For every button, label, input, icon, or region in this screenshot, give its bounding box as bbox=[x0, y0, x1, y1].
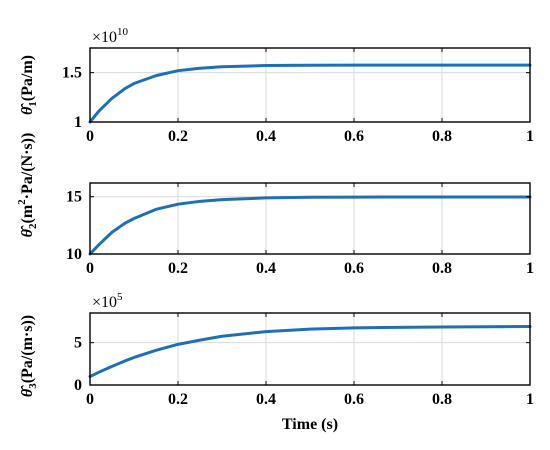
y-tick-label: 1 bbox=[74, 114, 82, 131]
x-tick-label: 0.6 bbox=[344, 128, 364, 145]
series-line-1 bbox=[88, 63, 532, 124]
plot-area-2 bbox=[90, 183, 530, 254]
y-tick-label: 10 bbox=[66, 246, 82, 263]
x-tick-label: 0.4 bbox=[256, 128, 276, 145]
x-tick-label: 0.8 bbox=[432, 391, 452, 408]
y-axis-label-1: θ̂1(Pa/m) bbox=[19, 55, 39, 115]
x-tick-label: 0 bbox=[86, 391, 94, 408]
x-tick-label: 0 bbox=[86, 260, 94, 277]
x-tick-label: 0.4 bbox=[256, 260, 276, 277]
chart-3: 0 0.2 0.4 0.6 0.8 1 0 5 ×105 θ̂3(Pa/(m·s)) Time (s… bbox=[19, 291, 534, 433]
x-tick-label: 0.2 bbox=[168, 260, 188, 277]
x-tick-label: 0.8 bbox=[432, 260, 452, 277]
x-tick-label: 1 bbox=[526, 260, 534, 277]
x-tick-label: 0.6 bbox=[344, 391, 364, 408]
x-tick-label: 0.2 bbox=[168, 391, 188, 408]
y-tick-label: 1.5 bbox=[62, 65, 82, 82]
axes-frame-2 bbox=[89, 182, 531, 255]
series-line-3 bbox=[88, 325, 532, 379]
x-tick-label: 0.4 bbox=[256, 391, 276, 408]
axes-frame-3 bbox=[89, 312, 531, 386]
y-tick-label: 0 bbox=[74, 377, 82, 394]
x-tick-label: 0.6 bbox=[344, 260, 364, 277]
y-multiplier-1: ×1010 bbox=[92, 26, 129, 46]
y-axis-label-3: θ̂3(Pa/(m·s)) bbox=[19, 315, 39, 397]
x-axis-label: Time (s) bbox=[282, 416, 338, 433]
y-tick-label: 5 bbox=[74, 335, 82, 352]
axes-frame-1 bbox=[89, 47, 531, 123]
y-multiplier-3: ×105 bbox=[92, 291, 123, 311]
chart-1: 0 0.2 0.4 0.6 0.8 1 1 1.5 ×1010 θ̂1(Pa/m) bbox=[19, 26, 534, 145]
y-axis-label-2: θ̂2(m2·Pa/(N·s)) bbox=[16, 133, 39, 238]
y-tick-label: 15 bbox=[66, 189, 82, 206]
series-line-2 bbox=[88, 195, 532, 256]
x-tick-label: 0 bbox=[86, 128, 94, 145]
x-tick-label: 0.8 bbox=[432, 128, 452, 145]
x-tick-label: 0.2 bbox=[168, 128, 188, 145]
chart-2: 0 0.2 0.4 0.6 0.8 1 10 15 θ̂2(m2·Pa/(N·s)) bbox=[16, 133, 534, 277]
x-tick-label: 1 bbox=[526, 391, 534, 408]
plot-area-1 bbox=[90, 48, 530, 122]
x-tick-label: 1 bbox=[526, 128, 534, 145]
